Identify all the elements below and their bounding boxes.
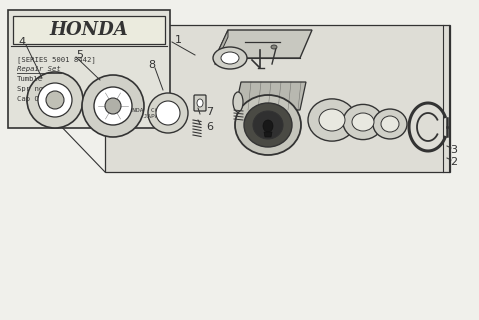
Ellipse shape bbox=[94, 87, 132, 125]
Ellipse shape bbox=[156, 101, 180, 125]
Ellipse shape bbox=[233, 92, 243, 112]
Ellipse shape bbox=[148, 93, 188, 133]
Text: 5: 5 bbox=[77, 50, 83, 60]
Text: 7: 7 bbox=[206, 107, 214, 117]
Ellipse shape bbox=[221, 52, 239, 64]
Text: 3: 3 bbox=[451, 145, 457, 155]
Ellipse shape bbox=[253, 111, 283, 139]
Text: HONDA: HONDA bbox=[50, 21, 128, 39]
Ellipse shape bbox=[197, 99, 203, 107]
Text: -HONDA  CCC
  JAPAN: -HONDA CCC JAPAN bbox=[121, 108, 162, 119]
Text: 1: 1 bbox=[174, 35, 182, 45]
Text: Spr ng: Spr ng bbox=[17, 86, 43, 92]
Text: 2: 2 bbox=[450, 157, 457, 167]
Ellipse shape bbox=[381, 116, 399, 132]
Polygon shape bbox=[235, 82, 306, 110]
Text: 6: 6 bbox=[206, 122, 214, 132]
Ellipse shape bbox=[46, 91, 64, 109]
Text: Repair Set: Repair Set bbox=[17, 66, 61, 72]
Polygon shape bbox=[264, 132, 272, 137]
Ellipse shape bbox=[235, 95, 301, 155]
Text: 8: 8 bbox=[148, 60, 156, 70]
Ellipse shape bbox=[263, 120, 273, 132]
Ellipse shape bbox=[27, 72, 83, 128]
Text: Tumble: Tumble bbox=[17, 76, 43, 82]
Ellipse shape bbox=[373, 109, 407, 139]
Ellipse shape bbox=[308, 99, 356, 141]
Ellipse shape bbox=[105, 98, 121, 114]
Ellipse shape bbox=[38, 83, 72, 117]
Ellipse shape bbox=[271, 45, 277, 49]
FancyBboxPatch shape bbox=[13, 16, 165, 44]
Polygon shape bbox=[215, 30, 312, 58]
Polygon shape bbox=[215, 30, 228, 65]
Ellipse shape bbox=[352, 113, 374, 131]
Ellipse shape bbox=[82, 75, 144, 137]
Text: Cap Outer: Cap Outer bbox=[17, 96, 57, 102]
Ellipse shape bbox=[319, 109, 345, 131]
Text: [SERIES 5001 8442]: [SERIES 5001 8442] bbox=[17, 56, 96, 63]
FancyBboxPatch shape bbox=[8, 10, 170, 128]
Ellipse shape bbox=[213, 47, 247, 69]
Ellipse shape bbox=[343, 104, 383, 140]
Text: 4: 4 bbox=[18, 37, 25, 47]
Polygon shape bbox=[105, 25, 450, 172]
FancyBboxPatch shape bbox=[194, 95, 206, 111]
Ellipse shape bbox=[244, 103, 292, 147]
